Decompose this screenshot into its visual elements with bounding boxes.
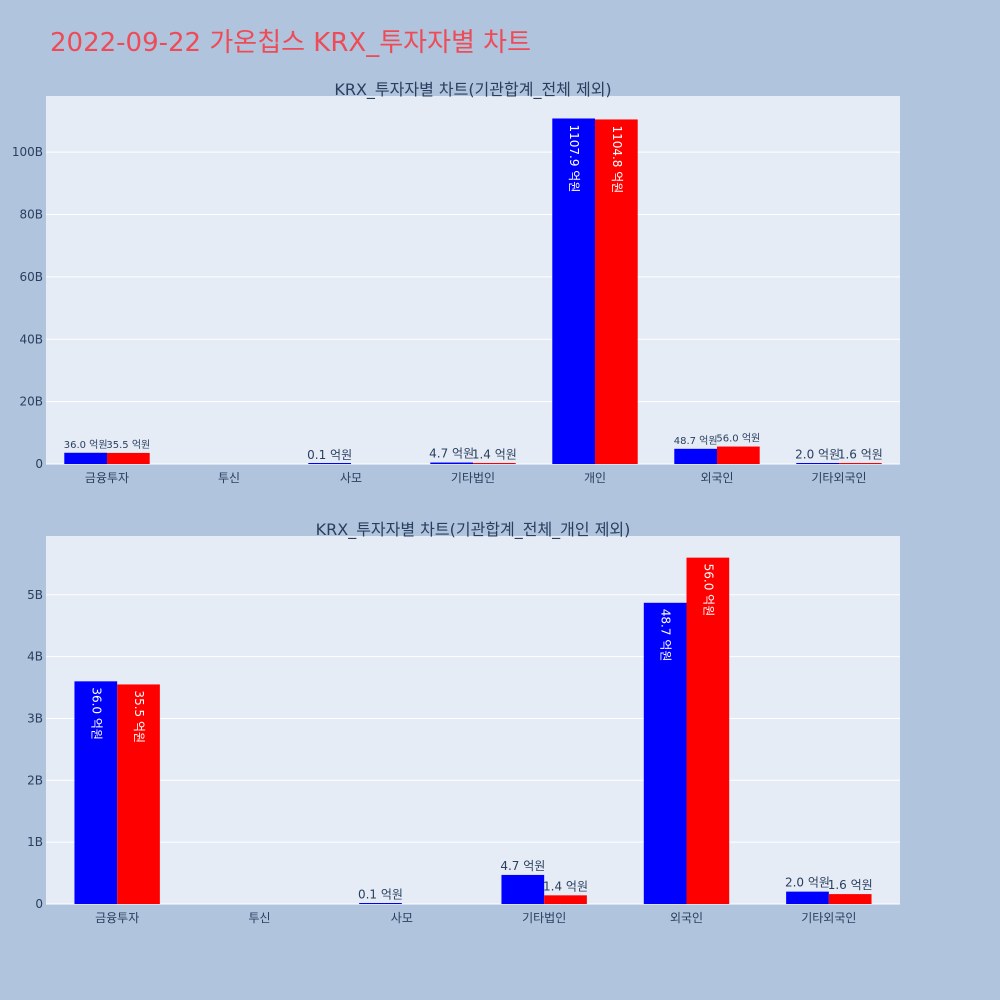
x-tick-label: 기타외국인	[801, 911, 856, 925]
bar	[308, 463, 351, 464]
y-tick-label: 3B	[27, 711, 43, 725]
bar	[501, 874, 545, 904]
data-label: 4.7 억원	[500, 859, 545, 873]
y-tick-label: 0	[35, 897, 43, 911]
y-tick-label: 0	[35, 457, 43, 471]
x-tick-label: 투신	[248, 911, 270, 925]
x-tick-label: 기타법인	[451, 471, 495, 485]
y-tick-label: 80B	[19, 208, 43, 222]
x-tick-label: 금융투자	[95, 911, 139, 925]
x-tick-label: 사모	[340, 471, 362, 485]
x-tick-label: 외국인	[700, 471, 733, 485]
bar	[473, 463, 516, 464]
y-tick-label: 2B	[27, 773, 43, 787]
y-tick-label: 4B	[27, 650, 43, 664]
data-label: 36.0 억원	[89, 687, 103, 740]
data-label: 1104.8 억원	[610, 125, 624, 193]
bar	[544, 895, 587, 904]
data-label: 35.5 억원	[106, 439, 150, 451]
bar	[674, 448, 717, 464]
y-tick-label: 5B	[27, 588, 43, 602]
data-label: 4.7 억원	[429, 447, 474, 461]
data-label: 0.1 억원	[307, 448, 352, 462]
chart-excl-individual: KRX_투자자별 차트(기관합계_전체_개인 제외) 0 1B 2B 3B 4B 5B 금융투…	[27, 520, 900, 925]
x-tick-label: 개인	[584, 471, 606, 485]
y-tick-label: 60B	[19, 270, 43, 284]
bar	[796, 463, 839, 464]
bar	[828, 894, 872, 904]
bar	[107, 452, 150, 464]
bar	[839, 463, 882, 464]
bar	[786, 891, 829, 904]
bar	[552, 118, 595, 465]
bar	[717, 446, 760, 464]
y-tick-label: 1B	[27, 835, 43, 849]
data-label: 36.0 억원	[64, 439, 108, 451]
bar	[595, 119, 638, 464]
x-tick-label: 사모	[391, 911, 413, 925]
y-tick-label: 20B	[19, 395, 43, 409]
data-label: 48.7 억원	[674, 435, 718, 447]
bar	[430, 462, 473, 464]
x-tick-label: 투신	[218, 471, 240, 485]
chart-title: KRX_투자자별 차트(기관합계_전체 제외)	[334, 80, 611, 100]
chart-all: KRX_투자자별 차트(기관합계_전체 제외) 0 20B 40B 60B 80B 100B…	[12, 80, 900, 485]
chart-title: KRX_투자자별 차트(기관합계_전체_개인 제외)	[316, 520, 631, 540]
data-label: 1.6 억원	[828, 878, 873, 892]
data-label: 48.7 억원	[659, 609, 673, 662]
data-label: 35.5 억원	[132, 690, 146, 743]
data-label: 1107.9 억원	[567, 124, 581, 192]
data-label: 1.4 억원	[472, 448, 517, 462]
x-tick-label: 외국인	[670, 911, 703, 925]
bar	[64, 452, 107, 464]
bar	[643, 602, 687, 904]
data-label: 1.4 억원	[543, 879, 588, 893]
data-label: 56.0 억원	[701, 564, 715, 617]
data-label: 2.0 억원	[795, 447, 840, 461]
data-label: 0.1 억원	[358, 887, 403, 901]
data-label: 2.0 억원	[785, 876, 830, 890]
bar	[359, 903, 402, 904]
y-tick-label: 40B	[19, 332, 43, 346]
x-tick-label: 기타법인	[522, 911, 566, 925]
page-title: 2022-09-22 가온칩스 KRX_투자자별 차트	[50, 28, 532, 58]
bar	[686, 557, 730, 904]
data-label: 1.6 억원	[838, 448, 883, 462]
x-tick-label: 기타외국인	[811, 471, 866, 485]
data-label: 56.0 억원	[716, 433, 760, 445]
plot-area	[46, 96, 900, 464]
plot-area	[46, 536, 900, 904]
bar	[117, 684, 160, 904]
y-tick-label: 100B	[12, 145, 43, 159]
x-tick-label: 금융투자	[85, 471, 129, 485]
bar	[74, 681, 118, 904]
